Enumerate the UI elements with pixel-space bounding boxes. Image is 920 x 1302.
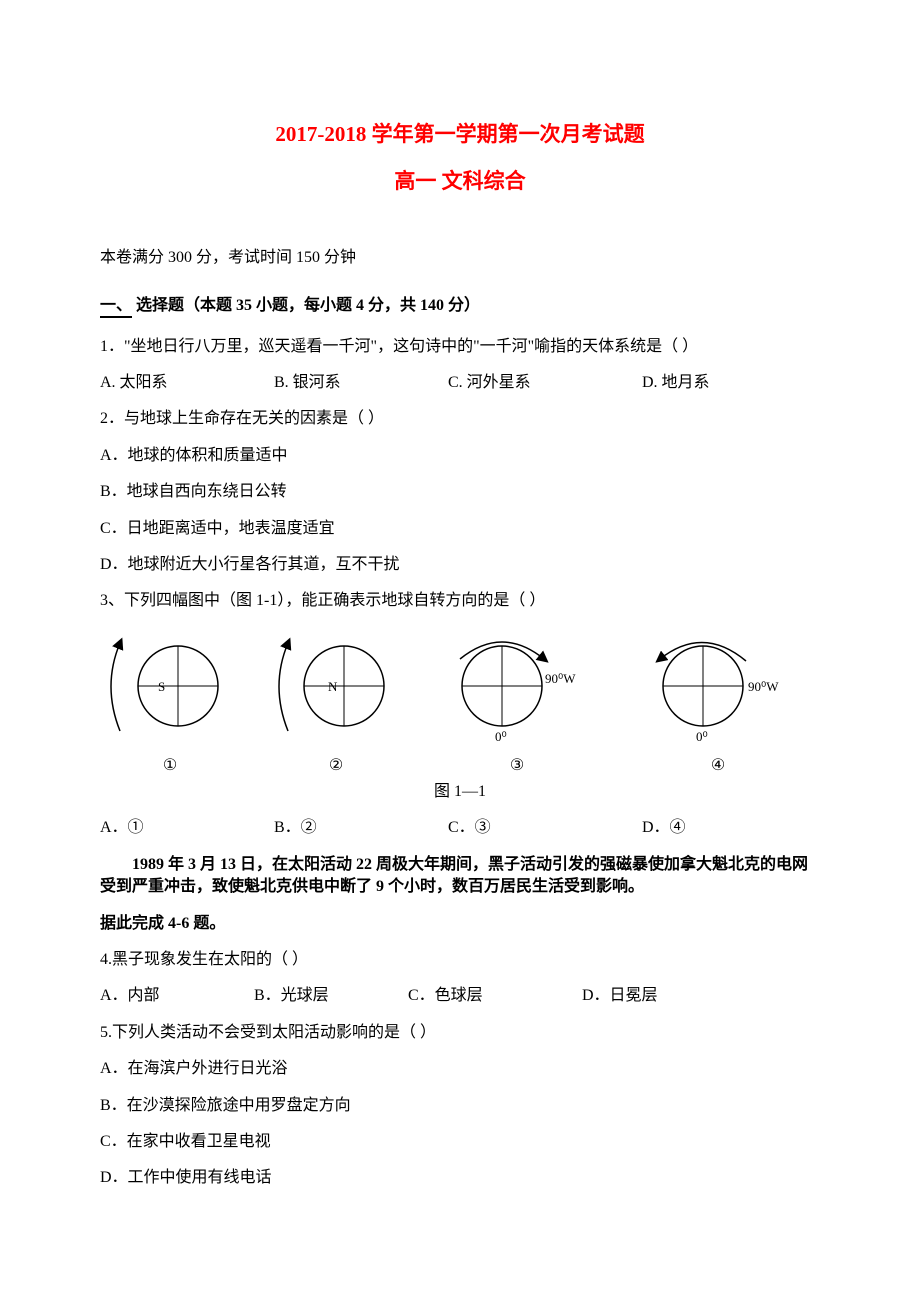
passage-text: 1989 年 3 月 13 日，在太阳活动 22 周极大年期间，黑子活动引发的强… xyxy=(100,856,808,895)
label-n: N xyxy=(328,679,338,694)
question-1-options: A. 太阳系 B. 银河系 C. 河外星系 D. 地月系 xyxy=(100,372,820,394)
figure-1-1: S ① N ② xyxy=(100,631,820,777)
section-1-rest: 选择题（本题 35 小题，每小题 4 分，共 140 分） xyxy=(132,297,480,314)
label-90w-4: 90⁰W xyxy=(748,679,779,694)
label-0-3: 0⁰ xyxy=(495,729,507,744)
q4-opt-a: A．内部 xyxy=(100,985,250,1007)
question-4-options: A．内部 B．光球层 C．色球层 D．日冕层 xyxy=(100,985,820,1007)
figure-cell-2: N ② xyxy=(266,631,406,777)
exam-page: 2017-2018 学年第一学期第一次月考试题 高一 文科综合 本卷满分 300… xyxy=(0,0,920,1284)
figure-caption: 图 1—1 xyxy=(100,781,820,803)
passage-4-6: 1989 年 3 月 13 日，在太阳活动 22 周极大年期间，黑子活动引发的强… xyxy=(100,854,820,899)
question-4: 4.黑子现象发生在太阳的（ ） xyxy=(100,949,820,971)
figure-num-1: ① xyxy=(100,755,240,777)
diagram-2-icon: N xyxy=(266,631,406,751)
q5-opt-a: A．在海滨户外进行日光浴 xyxy=(100,1058,820,1080)
q5-opt-d: D．工作中使用有线电话 xyxy=(100,1167,820,1189)
q2-opt-d: D．地球附近大小行星各行其道，互不干扰 xyxy=(100,554,820,576)
q1-opt-a: A. 太阳系 xyxy=(100,372,270,394)
q4-opt-d: D．日冕层 xyxy=(582,985,658,1007)
figure-num-4: ④ xyxy=(628,755,808,777)
diagram-4-icon: 90⁰W 0⁰ xyxy=(628,631,808,751)
figure-cell-1: S ① xyxy=(100,631,240,777)
q2-opt-c: C．日地距离适中，地表温度适宜 xyxy=(100,518,820,540)
page-subtitle: 高一 文科综合 xyxy=(100,167,820,196)
question-5: 5.下列人类活动不会受到太阳活动影响的是（ ） xyxy=(100,1022,820,1044)
diagram-3-icon: 90⁰W 0⁰ xyxy=(432,631,602,751)
q5-opt-b: B．在沙漠探险旅途中用罗盘定方向 xyxy=(100,1095,820,1117)
question-3-options: A．① B．② C．③ D．④ xyxy=(100,817,820,839)
diagram-1-icon: S xyxy=(100,631,240,751)
q3-opt-b: B．② xyxy=(274,817,444,839)
q1-opt-d: D. 地月系 xyxy=(642,372,710,394)
label-0-4: 0⁰ xyxy=(696,729,708,744)
figure-cell-4: 90⁰W 0⁰ ④ xyxy=(628,631,808,777)
q1-opt-b: B. 银河系 xyxy=(274,372,444,394)
section-1-lead: 一、 xyxy=(100,297,132,318)
q2-opt-b: B．地球自西向东绕日公转 xyxy=(100,481,820,503)
question-1: 1．"坐地日行八万里，巡天遥看一千河"，这句诗中的"一千河"喻指的天体系统是（ … xyxy=(100,336,820,358)
page-title: 2017-2018 学年第一学期第一次月考试题 xyxy=(100,120,820,149)
label-s: S xyxy=(158,679,165,694)
q2-opt-a: A．地球的体积和质量适中 xyxy=(100,445,820,467)
q1-opt-c: C. 河外星系 xyxy=(448,372,638,394)
question-2: 2．与地球上生命存在无关的因素是（ ） xyxy=(100,408,820,430)
q3-opt-d: D．④ xyxy=(642,817,686,839)
q3-opt-c: C．③ xyxy=(448,817,638,839)
section-1-heading: 一、 选择题（本题 35 小题，每小题 4 分，共 140 分） xyxy=(100,295,820,317)
passage-tail: 据此完成 4-6 题。 xyxy=(100,913,820,935)
figure-cell-3: 90⁰W 0⁰ ③ xyxy=(432,631,602,777)
exam-meta: 本卷满分 300 分，考试时间 150 分钟 xyxy=(100,247,820,269)
question-3: 3、下列四幅图中（图 1-1），能正确表示地球自转方向的是（ ） xyxy=(100,590,820,612)
q4-opt-b: B．光球层 xyxy=(254,985,404,1007)
q4-opt-c: C．色球层 xyxy=(408,985,578,1007)
figure-num-3: ③ xyxy=(432,755,602,777)
label-90w-3: 90⁰W xyxy=(545,671,576,686)
q5-opt-c: C．在家中收看卫星电视 xyxy=(100,1131,820,1153)
q3-opt-a: A．① xyxy=(100,817,270,839)
figure-num-2: ② xyxy=(266,755,406,777)
